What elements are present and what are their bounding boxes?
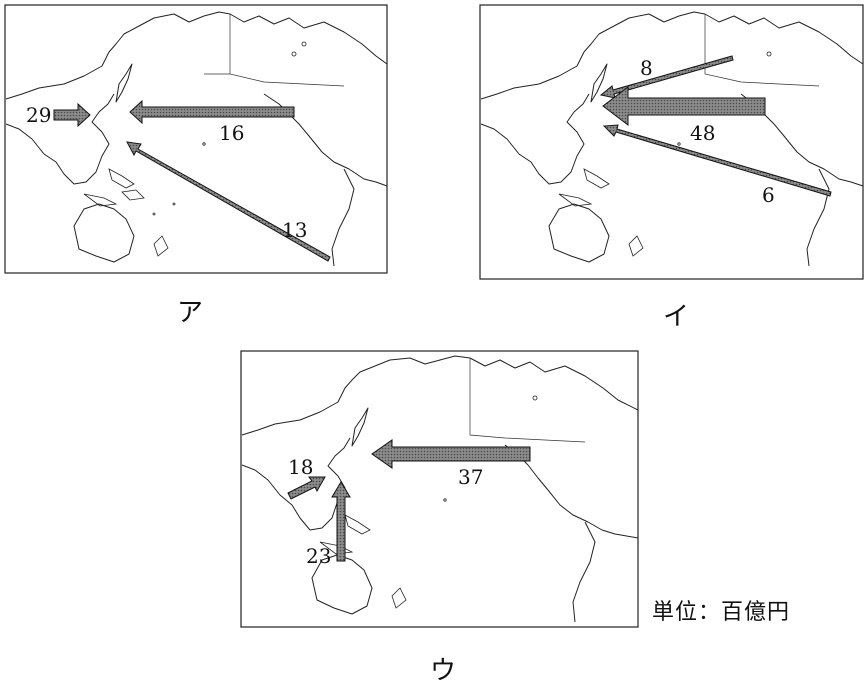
- unit-note: 単位：百億円: [652, 600, 791, 625]
- flow-value-u-3: 23: [306, 544, 331, 568]
- world-map-outline: [241, 355, 639, 623]
- flow-value-a-3: 13: [282, 218, 307, 242]
- flow-arrow-a-1: 29: [26, 102, 91, 128]
- world-map-outline: [5, 11, 388, 267]
- flow-value-i-3: 6: [762, 183, 775, 207]
- map-i-svg: [479, 4, 864, 280]
- flow-value-u-2: 37: [458, 465, 483, 489]
- panel-label-a: ア: [177, 298, 204, 328]
- map-frame: [479, 4, 864, 280]
- map-panel-a: [4, 4, 388, 276]
- flow-arrow-a-3: 13: [126, 141, 331, 262]
- flow-arrow-u-2: 37: [371, 439, 531, 489]
- flow-arrow-i-2: 48: [602, 85, 766, 145]
- flow-arrow-a-2: 16: [129, 99, 295, 145]
- flow-value-i-1: 8: [640, 56, 653, 80]
- panel-label-i: イ: [663, 302, 690, 332]
- flow-value-i-2: 48: [690, 121, 715, 145]
- map-panel-i: [479, 4, 864, 282]
- flow-arrow-i-3: 6: [602, 124, 832, 207]
- flow-arrow-u-3: 23: [306, 481, 351, 568]
- flow-value-u-1: 18: [288, 455, 313, 479]
- flow-value-a-1: 29: [26, 103, 51, 127]
- map-a-svg: [4, 4, 388, 274]
- flow-arrow-i-1: 8: [599, 55, 734, 99]
- flow-arrow-u-1: 18: [287, 455, 326, 500]
- flow-value-a-2: 16: [219, 121, 244, 145]
- map-frame: [4, 4, 388, 274]
